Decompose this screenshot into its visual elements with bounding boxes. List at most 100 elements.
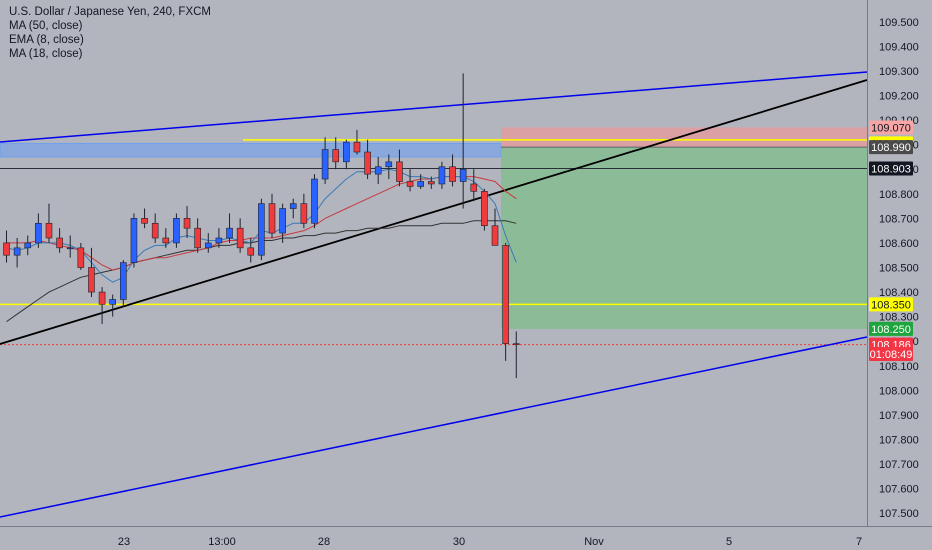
time-tick-label: 30 — [453, 536, 465, 548]
candle-body — [353, 141, 361, 153]
candle-body — [502, 245, 509, 344]
supply-zone[interactable] — [0, 142, 502, 158]
legend-ma18[interactable]: MA (18, close) — [9, 48, 83, 60]
candle-body — [151, 222, 159, 239]
candle-body — [332, 149, 340, 163]
candle-body — [247, 247, 255, 256]
candle-body — [459, 168, 467, 182]
candle-body — [417, 181, 424, 187]
price-tick-label: 108.400 — [879, 287, 919, 299]
candle-body — [512, 343, 520, 345]
time-tick-label: 5 — [726, 536, 732, 548]
candle-body — [364, 151, 371, 175]
legend-ma50[interactable]: MA (50, close) — [9, 20, 83, 32]
rising-trendline[interactable] — [0, 79, 868, 345]
candle-body — [311, 178, 318, 224]
price-tag — [869, 321, 913, 336]
price-tag-label: 108.903 — [871, 163, 911, 175]
candle-body — [236, 227, 244, 249]
candle-body — [258, 203, 265, 256]
candle-body — [491, 225, 499, 246]
candle-body — [204, 242, 212, 249]
candle-body — [183, 218, 191, 229]
price-tag-label: 109.070 — [871, 122, 911, 134]
price-tick-label: 108.600 — [879, 238, 919, 250]
candles-layer — [3, 73, 520, 379]
candle-body — [279, 208, 286, 234]
price-tag — [869, 346, 913, 361]
price-tick-label: 107.800 — [879, 435, 919, 447]
candle-body — [162, 237, 170, 244]
candle-body — [98, 291, 106, 305]
candle-body — [449, 166, 456, 182]
price-tick-label: 107.900 — [879, 410, 919, 422]
price-tick-label: 107.700 — [879, 459, 919, 471]
candle-body — [215, 237, 223, 244]
candle-body — [56, 237, 63, 249]
time-tick-label: Nov — [584, 536, 604, 548]
candle-body — [35, 222, 42, 244]
price-tick-label: 109.200 — [879, 91, 919, 103]
candle-body — [396, 161, 403, 182]
price-tag-label: 108.250 — [871, 324, 911, 336]
channel-upper-trendline[interactable] — [0, 71, 868, 143]
price-tag — [869, 161, 913, 176]
candle-body — [24, 242, 32, 249]
price-tag-label: 01:08:49 — [870, 349, 913, 361]
trendlines-layer — [0, 71, 868, 518]
price-tick-label: 109.400 — [879, 41, 919, 53]
price-tick-label: 109.300 — [879, 66, 919, 78]
price-tag-label: 108.990 — [871, 142, 911, 154]
take-profit-zone[interactable] — [501, 147, 867, 329]
candle-body — [141, 218, 148, 224]
candle-body — [321, 149, 329, 180]
candle-body — [438, 166, 446, 185]
zones-layer — [0, 127, 867, 329]
time-tick-label: 28 — [318, 536, 330, 548]
candle-body — [289, 203, 297, 209]
price-tick-label: 108.500 — [879, 263, 919, 275]
candle-body — [77, 247, 85, 268]
price-tick-label: 108.800 — [879, 189, 919, 201]
legend: U.S. Dollar / Japanese Yen, 240, FXCM MA… — [9, 6, 211, 60]
candle-body — [173, 218, 180, 244]
legend-title: U.S. Dollar / Japanese Yen, 240, FXCM — [9, 6, 211, 18]
candle-body — [109, 299, 116, 305]
candle-body — [406, 181, 414, 187]
price-tag — [869, 297, 913, 312]
candle-body — [3, 242, 10, 256]
candle-body — [120, 262, 127, 300]
price-tag-label: 108.350 — [871, 299, 911, 311]
candle-body — [427, 181, 435, 185]
price-tag — [869, 120, 913, 135]
candle-body — [300, 203, 308, 224]
candle-body — [374, 166, 382, 175]
price-tick-label: 107.500 — [879, 508, 919, 520]
candle-body — [385, 161, 393, 168]
time-tick-label: 23 — [118, 536, 130, 548]
candle-body — [226, 227, 233, 239]
candle-body — [481, 191, 488, 227]
candle-body — [343, 141, 350, 163]
candle-body — [45, 222, 53, 239]
price-tick-label: 108.300 — [879, 312, 919, 324]
legend-ema8[interactable]: EMA (8, close) — [9, 34, 84, 46]
price-tag — [869, 140, 913, 155]
stop-loss-zone[interactable] — [501, 127, 867, 148]
price-tick-label: 107.600 — [879, 484, 919, 496]
price-tick-label: 108.000 — [879, 385, 919, 397]
candle-body — [13, 247, 21, 256]
candle-body — [66, 247, 74, 250]
time-tick-label: 7 — [856, 536, 862, 548]
candle-body — [470, 183, 478, 192]
candle-body — [268, 203, 276, 234]
time-tick-label: 13:00 — [208, 536, 236, 548]
price-tick-label: 109.500 — [879, 17, 919, 29]
price-tick-label: 108.100 — [879, 361, 919, 373]
price-tags-layer: 109.070109.005108.990108.903108.350108.2… — [869, 120, 913, 361]
candle-body — [194, 227, 201, 249]
candle-body — [88, 267, 95, 293]
channel-lower-trendline[interactable] — [0, 336, 868, 518]
